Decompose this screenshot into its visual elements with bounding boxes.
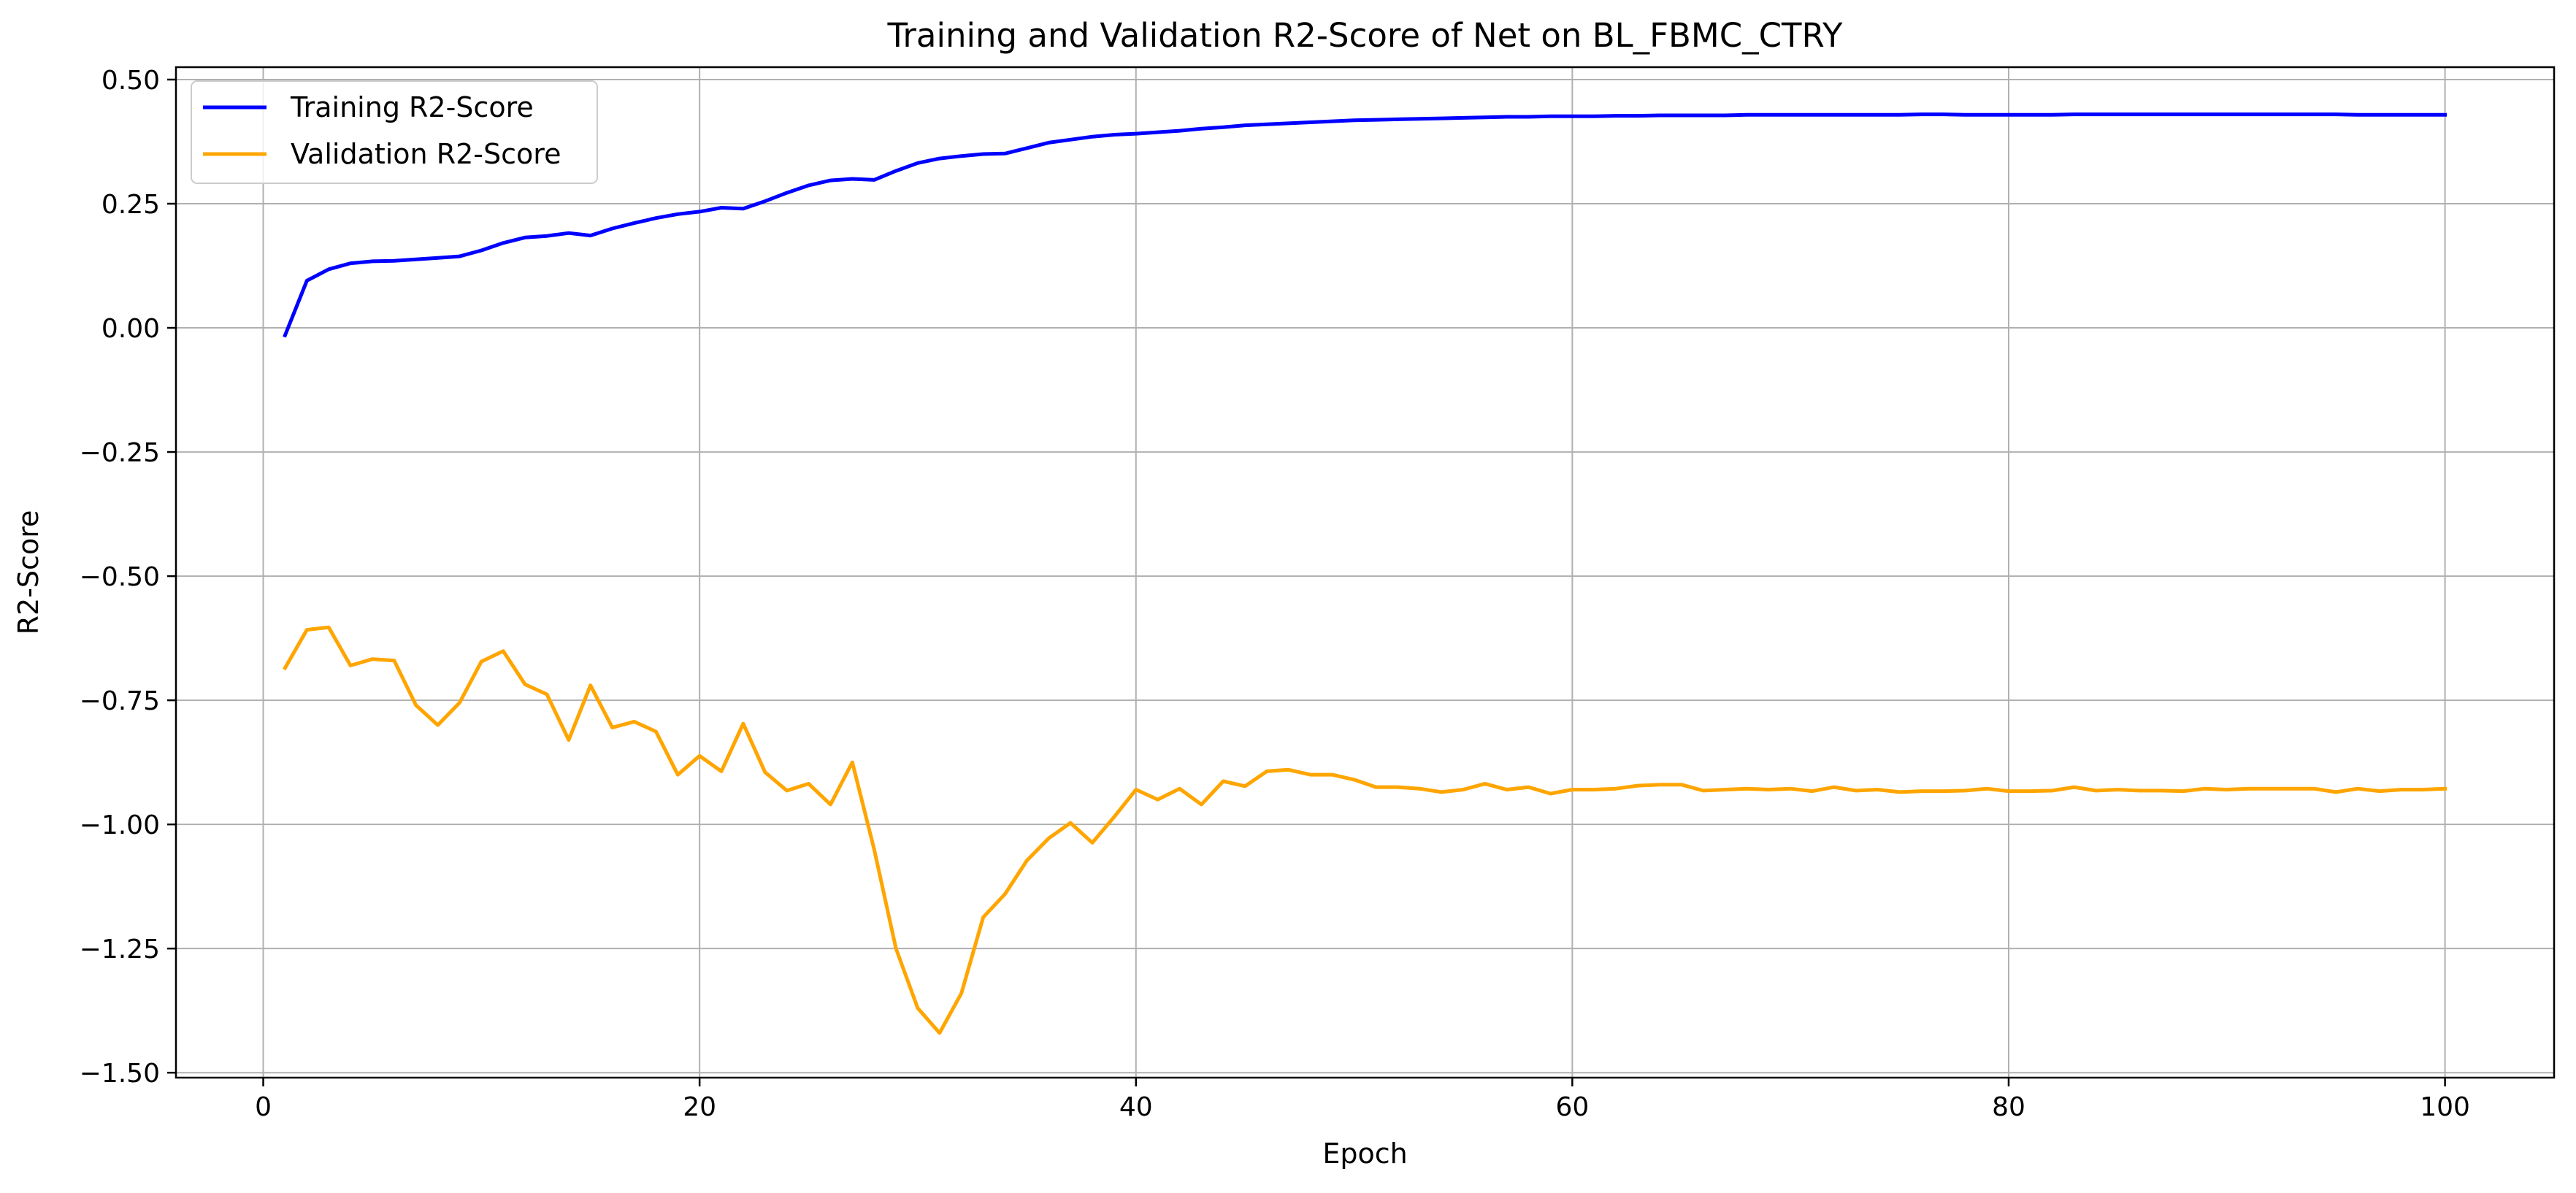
y-tick-label: 0.50 bbox=[101, 66, 160, 96]
y-tick-label: 0.00 bbox=[101, 314, 160, 344]
legend-label-validation: Validation R2-Score bbox=[291, 138, 561, 170]
x-tick-label: 20 bbox=[683, 1092, 716, 1122]
legend-label-training: Training R2-Score bbox=[290, 91, 534, 123]
y-tick-label: −1.00 bbox=[80, 810, 160, 840]
series-line-validation bbox=[282, 625, 2447, 1035]
x-axis-label: Epoch bbox=[1322, 1138, 1407, 1170]
y-tick-label: −0.50 bbox=[80, 562, 160, 592]
y-tick-label: −1.25 bbox=[80, 935, 160, 964]
plot-frame bbox=[175, 66, 2556, 1079]
y-tick-label: −0.75 bbox=[80, 686, 160, 716]
x-tick-label: 80 bbox=[1992, 1092, 2025, 1122]
chart-title: Training and Validation R2-Score of Net … bbox=[887, 16, 1843, 55]
axis-ticks: 0 20 40 60 80 100 0.50 0.25 0.00 −0.25 −0.50 −0.75 −… bbox=[80, 66, 2470, 1122]
legend-box bbox=[191, 80, 598, 184]
x-tick-label: 60 bbox=[1555, 1092, 1589, 1122]
y-axis-label: R2-Score bbox=[12, 510, 45, 635]
series-line-training bbox=[283, 112, 2447, 338]
legend: Training R2-Score Validation R2-Score bbox=[191, 80, 598, 184]
x-tick-label: 40 bbox=[1119, 1092, 1153, 1122]
plot-lines bbox=[282, 112, 2447, 1035]
y-tick-label: −1.50 bbox=[80, 1059, 160, 1089]
y-tick-label: −0.25 bbox=[80, 438, 160, 468]
y-tick-label: 0.25 bbox=[101, 190, 160, 220]
x-tick-label: 0 bbox=[255, 1092, 272, 1122]
grid bbox=[176, 67, 2554, 1078]
x-tick-label: 100 bbox=[2420, 1092, 2470, 1122]
